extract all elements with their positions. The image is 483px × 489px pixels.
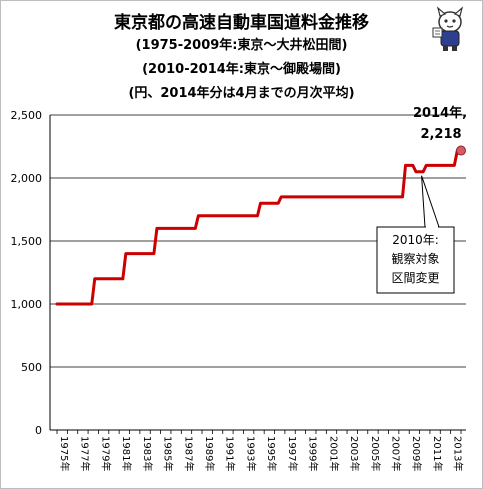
x-tick-label: 1985年 bbox=[162, 436, 175, 471]
x-tick-label: 1983年 bbox=[141, 436, 154, 471]
last-point-marker bbox=[456, 145, 466, 156]
x-tick-label: 2005年 bbox=[369, 436, 382, 471]
callout-text: 2010年: bbox=[392, 233, 439, 247]
x-tick-label: 1987年 bbox=[182, 436, 195, 471]
y-tick-label: 2,500 bbox=[11, 109, 43, 122]
x-tick-label: 1977年 bbox=[79, 436, 92, 471]
chart-subtitle-1: (1975-2009年:東京〜大井松田間) bbox=[135, 38, 348, 53]
x-tick-label: 2013年 bbox=[452, 436, 465, 471]
y-tick-label: 0 bbox=[35, 424, 42, 437]
x-tick-label: 2001年 bbox=[327, 436, 340, 471]
x-tick-label: 1991年 bbox=[224, 436, 237, 471]
x-tick-label: 1993年 bbox=[244, 436, 257, 471]
series-line bbox=[55, 149, 463, 306]
x-tick-label: 2003年 bbox=[348, 436, 361, 471]
y-tick-label: 2,000 bbox=[11, 172, 43, 185]
x-tick-label: 1995年 bbox=[265, 436, 278, 471]
callout-text: 観察対象 bbox=[391, 252, 439, 266]
callout-box bbox=[376, 226, 455, 294]
x-tick-label: 1975年 bbox=[58, 436, 71, 471]
x-tick-label: 2007年 bbox=[389, 436, 402, 471]
callout-pointer bbox=[421, 175, 440, 228]
x-tick-label: 1999年 bbox=[307, 436, 320, 471]
x-tick-label: 1979年 bbox=[99, 436, 112, 471]
x-tick-label: 1989年 bbox=[203, 436, 216, 471]
last-point-label: 2014年, bbox=[413, 105, 467, 121]
x-tick-label: 1997年 bbox=[286, 436, 299, 471]
chart-subtitle-2: (2010-2014年:東京〜御殿場間) bbox=[142, 62, 341, 77]
y-tick-label: 1,000 bbox=[11, 298, 43, 311]
callout-text: 区間変更 bbox=[391, 270, 439, 285]
y-tick-label: 500 bbox=[21, 361, 42, 374]
x-tick-label: 2009年 bbox=[410, 436, 423, 471]
last-point-value: 2,218 bbox=[420, 127, 461, 142]
chart-subtitle-3: (円、2014年分は4月までの月次平均) bbox=[128, 86, 355, 101]
mascot-icon bbox=[432, 6, 464, 51]
x-tick-label: 1981年 bbox=[120, 436, 133, 471]
chart-title: 東京都の高速自動車国道料金推移 bbox=[114, 13, 369, 33]
x-tick-label: 2011年 bbox=[431, 436, 444, 471]
y-tick-label: 1,500 bbox=[11, 235, 43, 248]
